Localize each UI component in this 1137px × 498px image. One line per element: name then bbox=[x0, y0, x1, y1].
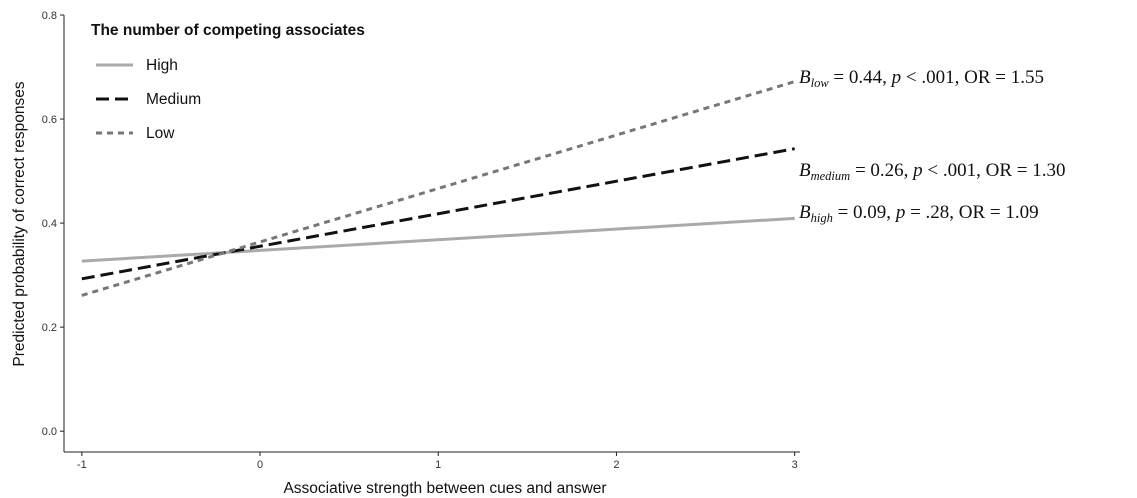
x-tick-label: 0 bbox=[257, 459, 263, 471]
series-line-low bbox=[81, 80, 796, 297]
y-tick-label: 0.8 bbox=[42, 10, 57, 22]
annotation-medium: Bmedium = 0.26, p < .001, OR = 1.30 bbox=[799, 160, 1065, 183]
legend-title: The number of competing associates bbox=[91, 22, 365, 39]
y-tick-label: 0.4 bbox=[42, 218, 57, 230]
x-axis-title: Associative strength between cues and an… bbox=[283, 480, 606, 497]
series-line-high bbox=[81, 216, 795, 263]
x-tick-label: -1 bbox=[77, 459, 87, 471]
x-tick-label: 3 bbox=[792, 459, 798, 471]
series-line-medium bbox=[81, 147, 795, 281]
legend-label-high: High bbox=[146, 57, 178, 74]
y-axis-title: Predicted probability of correct respons… bbox=[11, 81, 28, 366]
x-tick-label: 1 bbox=[435, 459, 441, 471]
x-tick-label: 2 bbox=[613, 459, 619, 471]
annotation-low: Blow = 0.44, p < .001, OR = 1.55 bbox=[799, 67, 1044, 90]
y-tick-label: 0.2 bbox=[42, 322, 57, 334]
series-layer bbox=[81, 80, 796, 297]
legend-label-low: Low bbox=[146, 125, 175, 142]
legend: The number of competing associates High M… bbox=[91, 22, 365, 142]
y-tick-label: 0.0 bbox=[42, 426, 57, 438]
y-tick-label: 0.6 bbox=[42, 114, 57, 126]
legend-label-medium: Medium bbox=[146, 91, 201, 108]
annotation-high: Bhigh = 0.09, p = .28, OR = 1.09 bbox=[799, 202, 1039, 225]
axes: 0.0 0.2 0.4 0.6 0.8 -1 0 1 2 3 bbox=[42, 10, 800, 471]
annotations: Blow = 0.44, p < .001, OR = 1.55 Bmedium … bbox=[799, 67, 1065, 225]
